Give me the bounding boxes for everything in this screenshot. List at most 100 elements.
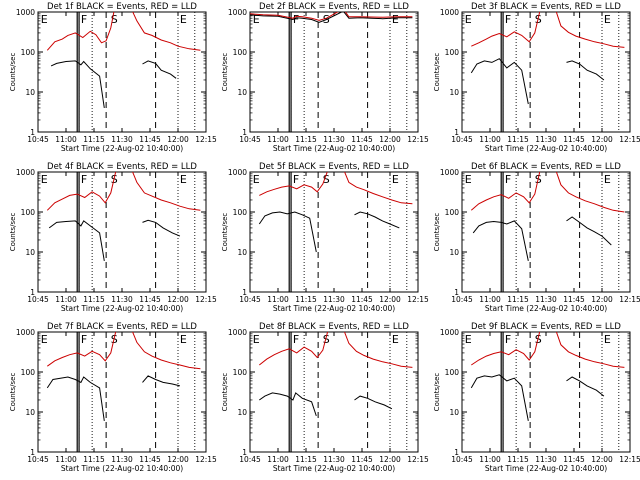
x-tick-label: 12:00 <box>379 455 401 464</box>
x-tick-label: 11:45 <box>351 455 373 464</box>
series-line-events <box>259 392 393 417</box>
x-tick-label: 11:00 <box>267 295 289 304</box>
x-tick-label: 12:15 <box>619 135 640 144</box>
y-axis-label: Counts/sec <box>221 213 229 252</box>
y-tick-label: 1 <box>30 128 35 137</box>
y-axis-label: Counts/sec <box>433 213 441 252</box>
x-tick-label: 11:30 <box>111 295 133 304</box>
plot-frame <box>37 171 207 293</box>
plot-frame <box>249 171 419 293</box>
marker-letter: S <box>323 173 330 186</box>
x-tick-label: 11:30 <box>535 135 557 144</box>
marker-letter: S <box>323 333 330 346</box>
x-tick-label: 11:00 <box>479 295 501 304</box>
marker-letter: E <box>392 333 399 346</box>
y-tick-label: 1 <box>454 128 459 137</box>
chart-title: Det 7f BLACK = Events, RED = LLD <box>47 322 197 332</box>
y-tick-label: 1000 <box>440 168 459 177</box>
chart-panel-4: Det 4f BLACK = Events, RED = LLD 1 10 100 10… <box>9 162 217 313</box>
x-tick-label: 11:00 <box>479 455 501 464</box>
y-tick-label: 100 <box>21 208 36 217</box>
plot-frame <box>37 11 207 133</box>
x-tick-label: 10:45 <box>451 295 473 304</box>
x-tick-label: 11:45 <box>563 135 585 144</box>
y-tick-label: 1000 <box>228 328 247 337</box>
series-line-lld <box>46 172 201 211</box>
marker-letter: E <box>392 173 399 186</box>
series-line-events <box>50 60 177 108</box>
marker-letter: E <box>41 173 48 186</box>
x-tick-label: 11:30 <box>323 135 345 144</box>
y-axis-label: Counts/sec <box>433 53 441 92</box>
series-line-lld <box>47 332 201 370</box>
x-tick-label: 12:00 <box>379 295 401 304</box>
x-tick-label: 11:15 <box>507 295 529 304</box>
chart-title: Det 3f BLACK = Events, RED = LLD <box>471 2 621 12</box>
y-tick-label: 1000 <box>440 8 459 17</box>
marker-letter: E <box>180 173 187 186</box>
x-axis-label: Start Time (22-Aug-02 10:40:00) <box>61 144 183 153</box>
series-line-lld <box>258 332 413 368</box>
y-tick-label: 10 <box>25 248 35 257</box>
marker-letter: E <box>604 333 611 346</box>
marker-letter: E <box>41 333 48 346</box>
series-line-events <box>258 211 400 253</box>
marker-letter: E <box>180 13 187 26</box>
chart-panel-2: Det 2f BLACK = Events, RED = LLD 1 10 100 10… <box>221 2 429 153</box>
x-tick-label: 11:00 <box>55 135 77 144</box>
y-tick-label: 100 <box>21 368 36 377</box>
y-tick-label: 1 <box>454 288 459 297</box>
x-tick-label: 11:30 <box>111 455 133 464</box>
series-line-lld <box>46 12 201 51</box>
marker-letter: F <box>505 13 511 26</box>
x-tick-label: 11:15 <box>507 455 529 464</box>
x-tick-label: 10:45 <box>239 135 261 144</box>
y-tick-label: 100 <box>445 48 460 57</box>
x-tick-label: 10:45 <box>27 455 49 464</box>
x-tick-label: 11:45 <box>563 295 585 304</box>
plot-frame <box>461 331 631 453</box>
x-tick-label: 12:00 <box>167 455 189 464</box>
y-tick-label: 10 <box>449 248 459 257</box>
chart-title: Det 5f BLACK = Events, RED = LLD <box>259 162 409 172</box>
y-tick-label: 100 <box>233 48 248 57</box>
y-tick-label: 100 <box>233 368 248 377</box>
x-tick-label: 10:45 <box>239 295 261 304</box>
x-tick-label: 11:45 <box>139 455 161 464</box>
chart-title: Det 1f BLACK = Events, RED = LLD <box>47 2 197 12</box>
x-tick-label: 11:45 <box>139 135 161 144</box>
x-tick-label: 11:15 <box>295 135 317 144</box>
x-tick-label: 10:45 <box>451 455 473 464</box>
y-tick-label: 100 <box>233 208 248 217</box>
x-tick-label: 11:45 <box>563 455 585 464</box>
y-tick-label: 10 <box>237 408 247 417</box>
series-line-lld <box>471 332 625 368</box>
y-axis-label: Counts/sec <box>9 213 17 252</box>
x-tick-label: 11:15 <box>295 295 317 304</box>
y-tick-label: 100 <box>445 208 460 217</box>
chart-title: Det 2f BLACK = Events, RED = LLD <box>259 2 409 12</box>
x-tick-label: 12:00 <box>167 295 189 304</box>
x-axis-label: Start Time (22-Aug-02 10:40:00) <box>485 304 607 313</box>
y-tick-label: 100 <box>21 48 36 57</box>
x-axis-label: Start Time (22-Aug-02 10:40:00) <box>485 464 607 473</box>
y-tick-label: 10 <box>237 248 247 257</box>
y-tick-label: 1000 <box>228 168 247 177</box>
marker-letter: F <box>81 13 87 26</box>
y-tick-label: 1 <box>242 448 247 457</box>
x-tick-label: 11:00 <box>267 135 289 144</box>
series-line-events <box>472 216 612 262</box>
x-tick-label: 11:00 <box>267 455 289 464</box>
x-axis-label: Start Time (22-Aug-02 10:40:00) <box>273 464 395 473</box>
x-tick-label: 11:30 <box>111 135 133 144</box>
series-line-lld <box>471 12 625 48</box>
chart-title: Det 8f BLACK = Events, RED = LLD <box>259 322 409 332</box>
y-tick-label: 1000 <box>16 8 35 17</box>
y-tick-label: 1 <box>30 288 35 297</box>
series-line-events <box>470 58 605 105</box>
y-tick-label: 1000 <box>16 328 35 337</box>
y-tick-label: 1000 <box>228 8 247 17</box>
x-tick-label: 11:30 <box>535 295 557 304</box>
marker-letter: F <box>293 13 299 26</box>
plot-frame <box>37 331 207 453</box>
